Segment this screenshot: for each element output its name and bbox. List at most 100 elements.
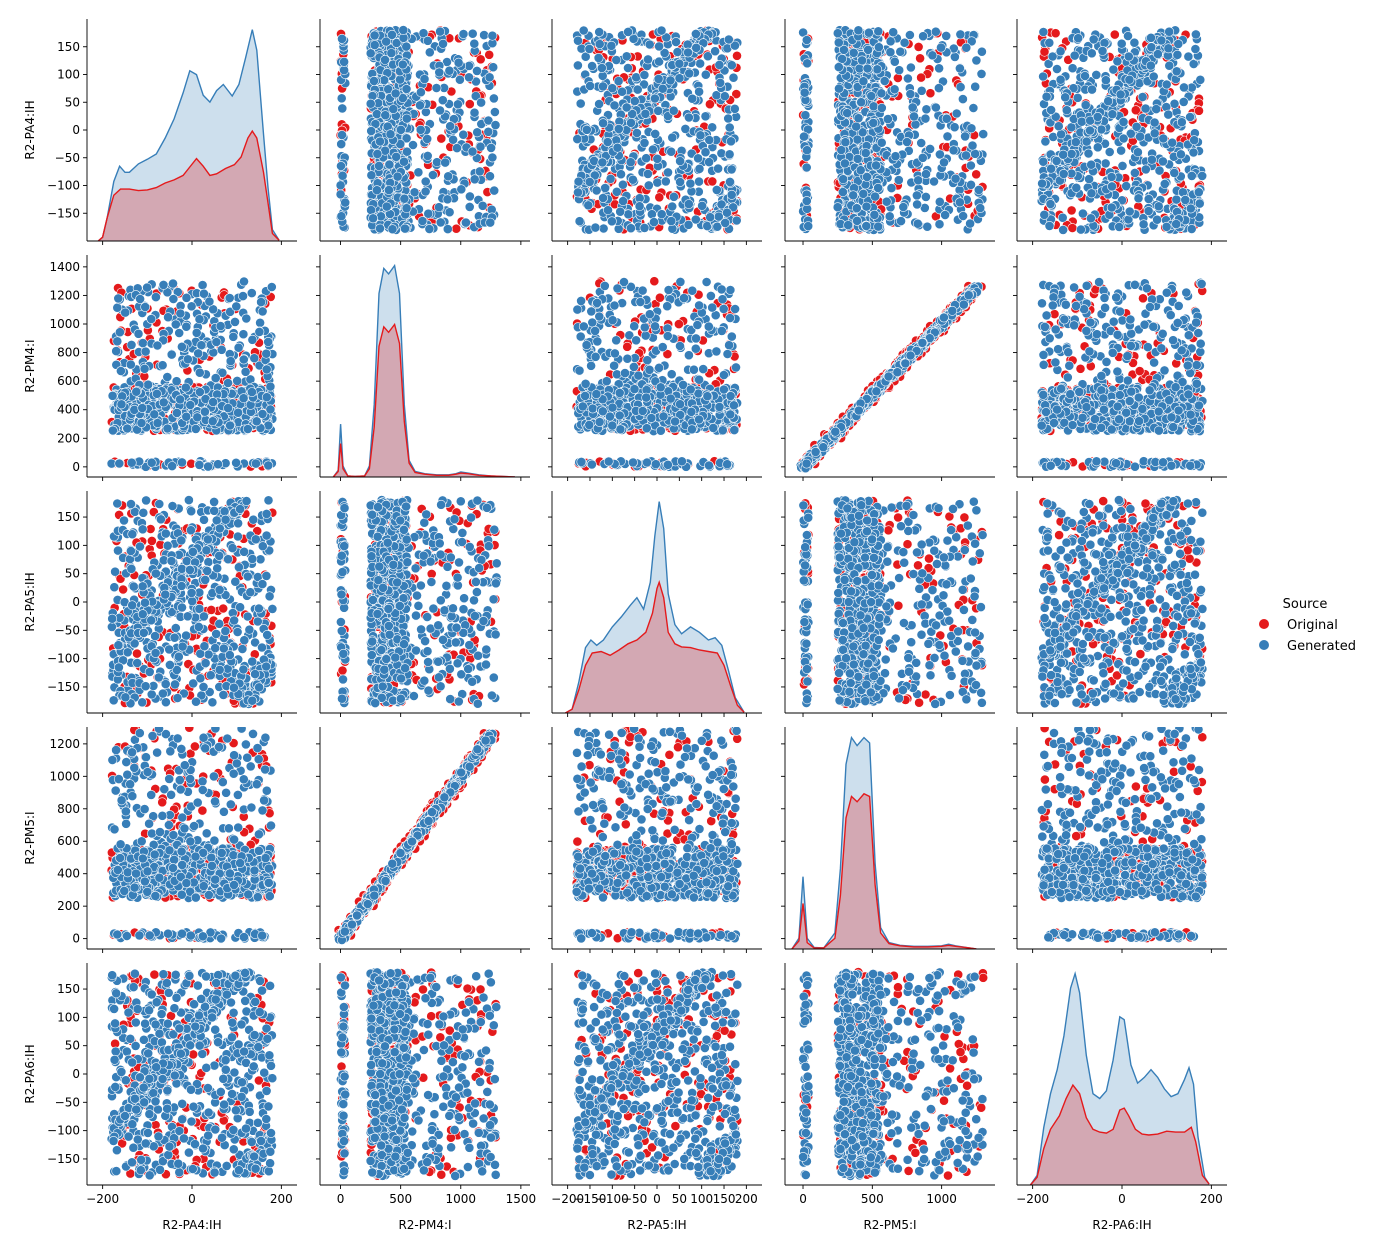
scatter-point [950, 173, 961, 184]
scatter-point [694, 86, 704, 97]
scatter-point [454, 74, 465, 85]
scatter-point [697, 200, 707, 211]
scatter-point [626, 223, 636, 234]
y-axis-label: R2-PA4:IH [23, 100, 37, 159]
scatter-point [1069, 50, 1080, 61]
scatter-point [485, 171, 495, 182]
scatter-point [639, 137, 650, 148]
scatter-point [1171, 66, 1182, 77]
scatter-point [216, 344, 227, 355]
scatter-point [1114, 221, 1125, 232]
scatter-point [1116, 145, 1126, 156]
panel-body [335, 25, 501, 235]
scatter-point [483, 126, 494, 137]
scatter-point [365, 98, 376, 109]
scatter-point [912, 190, 922, 201]
scatter-point [683, 199, 694, 209]
scatter-point [629, 96, 640, 106]
scatter-point [1191, 29, 1201, 40]
scatter-point [685, 178, 696, 189]
scatter-point [191, 327, 202, 338]
scatter-point [1156, 35, 1167, 46]
scatter-point [448, 134, 458, 145]
scatter-point [693, 153, 703, 164]
scatter-point [1124, 206, 1135, 217]
scatter-point [690, 214, 701, 225]
scatter-point [251, 416, 262, 427]
scatter-point [832, 202, 843, 213]
scatter-point [1057, 212, 1068, 223]
scatter-point [838, 174, 849, 185]
scatter-point [1133, 193, 1144, 204]
scatter-point [714, 60, 725, 70]
scatter-point [1104, 147, 1115, 157]
scatter-point [1051, 155, 1062, 166]
scatter-point [934, 219, 945, 230]
y-tick-label: 1000 [49, 317, 80, 331]
scatter-point [712, 221, 723, 232]
scatter-point [799, 87, 810, 98]
scatter-point [1194, 105, 1204, 116]
scatter-point [1123, 31, 1133, 41]
scatter-point [1044, 220, 1055, 231]
scatter-point [966, 179, 976, 190]
scatter-point [1038, 27, 1049, 37]
scatter-point [194, 387, 205, 397]
y-tick-label: 400 [57, 403, 80, 417]
scatter-point [162, 423, 173, 434]
scatter-point [261, 348, 272, 359]
scatter-point [726, 136, 736, 147]
scatter-point [213, 459, 223, 470]
scatter-point [660, 176, 671, 187]
scatter-point [1044, 37, 1055, 48]
scatter-point [857, 127, 868, 138]
kde-line-original [97, 129, 280, 241]
scatter-point [1158, 133, 1169, 144]
scatter-point [399, 156, 409, 167]
scatter-point [663, 167, 673, 178]
scatter-point [573, 35, 583, 46]
scatter-point [672, 47, 683, 57]
scatter-point [852, 134, 863, 145]
scatter-point [598, 223, 609, 234]
scatter-point [1045, 199, 1056, 209]
scatter-point [146, 314, 157, 324]
scatter-point [452, 99, 463, 110]
scatter-point [233, 407, 243, 418]
scatter-point [889, 84, 900, 95]
kde-fill-original [98, 131, 280, 241]
y-axis-label: R2-PM4:I [23, 339, 37, 392]
scatter-point [707, 176, 718, 187]
scatter-point [238, 329, 249, 340]
kde-fill-generated [98, 29, 280, 241]
scatter-point [1101, 75, 1111, 86]
scatter-point [1046, 163, 1056, 174]
scatter-point [653, 74, 664, 84]
scatter-point [650, 128, 661, 139]
scatter-point [172, 287, 183, 297]
scatter-point [1058, 149, 1069, 160]
scatter-point [977, 46, 987, 57]
scatter-point [486, 142, 496, 153]
scatter-point [190, 423, 201, 434]
scatter-point [585, 81, 595, 91]
scatter-point [1145, 60, 1156, 71]
scatter-point [1061, 105, 1072, 116]
scatter-point [913, 42, 924, 52]
scatter-point [1193, 187, 1204, 198]
scatter-point [474, 166, 485, 177]
scatter-point [1146, 42, 1157, 53]
scatter-point [966, 36, 977, 47]
scatter-point [228, 331, 239, 342]
scatter-point [1133, 147, 1143, 158]
scatter-point [862, 63, 873, 74]
scatter-point [1149, 117, 1160, 128]
scatter-point [116, 366, 126, 376]
scatter-point [484, 72, 495, 83]
scatter-point [731, 215, 742, 226]
scatter-point [873, 26, 884, 37]
scatter-point [337, 170, 348, 181]
scatter-point [1107, 181, 1117, 192]
scatter-point [871, 160, 881, 171]
scatter-point [1038, 71, 1048, 82]
